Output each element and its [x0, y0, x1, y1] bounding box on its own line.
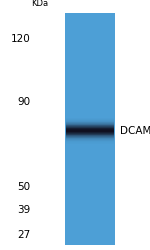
Bar: [66, 142, 114, 143]
Bar: [66, 120, 114, 121]
Bar: [66, 119, 114, 120]
Bar: [66, 128, 114, 129]
Bar: [66, 121, 114, 122]
Bar: [65, 12, 115, 245]
Bar: [66, 132, 114, 133]
Bar: [66, 127, 114, 128]
Bar: [66, 124, 114, 125]
Text: KDa: KDa: [31, 0, 48, 8]
Bar: [66, 140, 114, 141]
Bar: [66, 143, 114, 144]
Bar: [66, 133, 114, 134]
Bar: [66, 135, 114, 136]
Bar: [66, 122, 114, 123]
Bar: [66, 136, 114, 137]
Bar: [66, 125, 114, 126]
Bar: [66, 141, 114, 142]
Bar: [66, 126, 114, 127]
Bar: [66, 129, 114, 130]
Bar: [66, 138, 114, 139]
Bar: [66, 139, 114, 140]
Bar: [66, 131, 114, 132]
Text: DCAMKL3: DCAMKL3: [120, 126, 150, 136]
Bar: [66, 130, 114, 131]
Bar: [66, 118, 114, 119]
Bar: [66, 137, 114, 138]
Bar: [66, 134, 114, 135]
Bar: [66, 123, 114, 124]
Bar: [66, 124, 114, 125]
Bar: [66, 135, 114, 136]
